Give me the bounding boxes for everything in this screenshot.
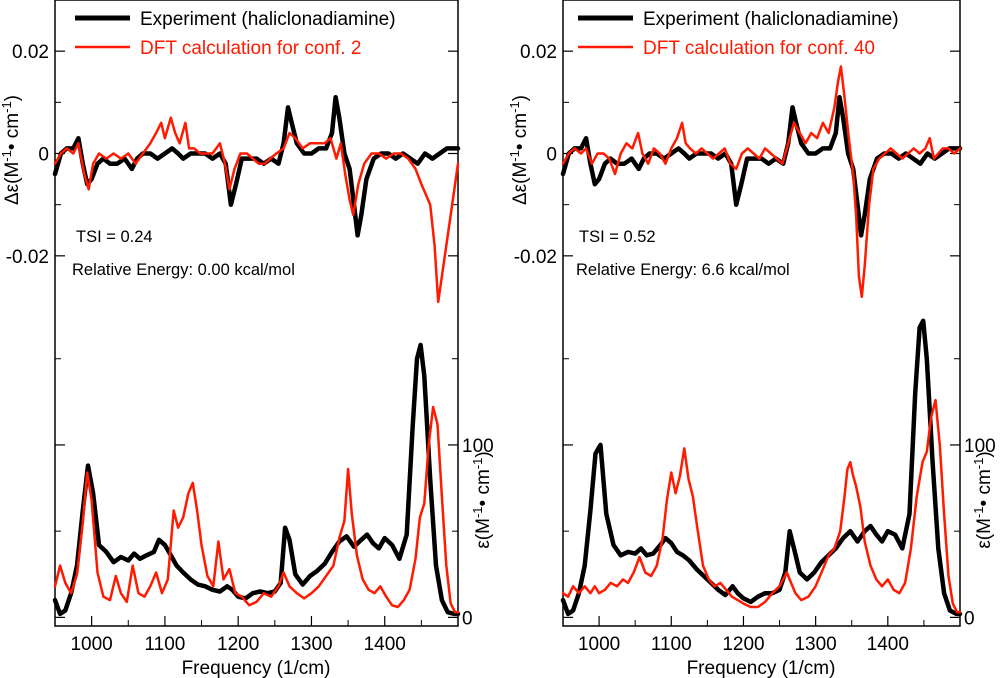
- top-y-tick-label: 0: [38, 145, 49, 166]
- y-axis-label-text: Δε(M-1• cm-1): [0, 95, 23, 205]
- x-ticks: 1000 1100 1200 1300 1400: [562, 616, 961, 655]
- top-y-ticks: 0.02 0 -0.02: [6, 42, 458, 268]
- bottom-y-axis-label: ε(M-1• cm-1): [971, 451, 996, 548]
- top-series-dft-line: [561, 65, 962, 299]
- bottom-series-dft-line: [53, 405, 460, 614]
- y-axis-label-text: Δε(M-1• cm-1): [507, 95, 532, 205]
- panel-right: 0.02 0 -0.02 0 100 1000 1100 1200 1300 1400 Exp…: [507, 0, 996, 678]
- bottom-y-tick-label: 0: [462, 608, 473, 629]
- top-y-ticks: 0.02 0 -0.02: [514, 42, 960, 268]
- x-tick-label: 1400: [867, 634, 909, 655]
- legend-label-experiment: Experiment (haliclonadiamine): [140, 9, 396, 30]
- plot-frame: [562, 0, 961, 627]
- legend-label-experiment: Experiment (haliclonadiamine): [643, 9, 899, 30]
- top-y-tick-label: -0.02: [514, 247, 557, 268]
- energy-annotation: Relative Energy: 6.6 kcal/mol: [576, 261, 790, 279]
- x-tick-label: 1100: [144, 634, 185, 655]
- bottom-y-tick-label: 0: [964, 608, 975, 629]
- bottom-y-ticks: 0 100: [563, 358, 996, 629]
- bottom-series-dft-line: [561, 398, 962, 614]
- x-tick-label: 1000: [578, 634, 620, 655]
- x-tick-label: 1400: [364, 634, 406, 655]
- x-tick-label: 1300: [794, 634, 836, 655]
- plot-frame: [54, 0, 459, 627]
- bottom-series-experiment-line: [560, 318, 963, 617]
- legend-label-dft: DFT calculation for conf. 40: [643, 38, 875, 59]
- top-series-experiment-line: [560, 94, 963, 238]
- legend-label-dft: DFT calculation for conf. 2: [140, 38, 361, 59]
- x-tick-label: 1200: [722, 634, 764, 655]
- tsi-annotation: TSI = 0.24: [76, 228, 153, 246]
- x-ticks: 1000 1100 1200 1300 1400: [54, 616, 459, 655]
- x-tick-label: 1200: [217, 634, 259, 655]
- bottom-y-tick-label: 100: [462, 436, 494, 457]
- top-series-experiment-line: [52, 94, 461, 238]
- x-axis-label: Frequency (1/cm): [182, 658, 331, 678]
- energy-annotation: Relative Energy: 0.00 kcal/mol: [72, 261, 295, 279]
- top-y-axis-label: Δε(M-1• cm-1): [0, 95, 23, 205]
- x-tick-label: 1300: [290, 634, 332, 655]
- bottom-series-experiment-line: [52, 342, 461, 617]
- top-y-tick-label: -0.02: [6, 247, 49, 268]
- top-y-tick-label: 0.02: [12, 42, 49, 63]
- top-y-tick-label: 0: [546, 145, 557, 166]
- tsi-annotation: TSI = 0.52: [579, 228, 656, 246]
- x-tick-label: 1000: [70, 634, 112, 655]
- bottom-y-tick-label: 100: [964, 436, 996, 457]
- top-y-tick-label: 0.02: [520, 42, 557, 63]
- y-axis-label-text: ε(M-1• cm-1): [971, 451, 996, 548]
- x-tick-label: 1100: [651, 634, 692, 655]
- series-group: [560, 65, 963, 617]
- y-axis-label-text: ε(M-1• cm-1): [470, 451, 495, 548]
- bottom-y-ticks: 0 100: [55, 358, 494, 629]
- top-y-axis-label: Δε(M-1• cm-1): [507, 95, 532, 205]
- panel-left: 0.02 0 -0.02 0 100 1000 1100 1200 1300 1400 Exp…: [0, 0, 494, 678]
- series-group: [52, 94, 461, 617]
- x-axis-label: Frequency (1/cm): [687, 658, 836, 678]
- top-series-dft-line: [53, 116, 460, 304]
- bottom-y-axis-label: ε(M-1• cm-1): [470, 451, 495, 548]
